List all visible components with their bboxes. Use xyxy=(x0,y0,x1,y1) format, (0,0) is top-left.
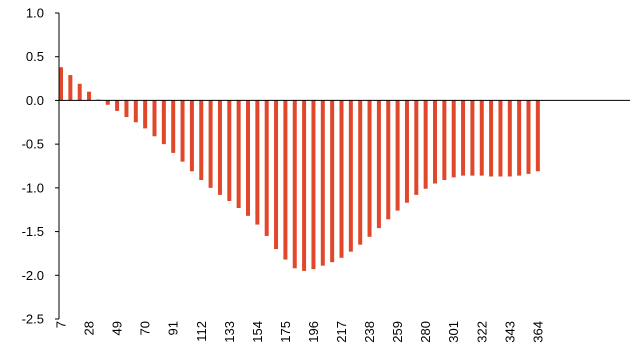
bar xyxy=(105,100,110,105)
bar xyxy=(189,100,194,172)
x-tick-label: 238 xyxy=(362,321,377,343)
bar xyxy=(180,100,185,162)
bar xyxy=(161,100,166,145)
bar xyxy=(526,100,531,174)
bar xyxy=(376,100,381,229)
x-tick-label: 259 xyxy=(390,321,405,343)
bar xyxy=(87,91,92,101)
y-tick-label: -0.5 xyxy=(22,137,44,152)
x-tick-label: 196 xyxy=(306,321,321,343)
bar xyxy=(208,100,213,188)
x-tick-label: 133 xyxy=(222,321,237,343)
x-tick-label: 364 xyxy=(530,321,545,343)
bar xyxy=(498,100,503,177)
bar xyxy=(217,100,222,195)
bar xyxy=(199,100,204,180)
bar xyxy=(479,100,484,176)
y-tick-label: -2.5 xyxy=(22,312,44,327)
x-tick-label: 28 xyxy=(82,321,97,335)
x-tick-label: 322 xyxy=(474,321,489,343)
bar xyxy=(507,100,512,177)
x-tick-label: 175 xyxy=(278,321,293,343)
bar xyxy=(535,100,540,172)
bar xyxy=(311,100,316,270)
y-tick-label: -2.0 xyxy=(22,268,44,283)
bar xyxy=(274,100,279,250)
bar xyxy=(358,100,363,245)
bar xyxy=(133,100,138,123)
bar xyxy=(302,100,307,271)
bar xyxy=(330,100,335,263)
x-tick-label: 91 xyxy=(166,321,181,335)
bars xyxy=(59,67,540,271)
y-tick-label: 0.0 xyxy=(26,93,44,108)
bar xyxy=(395,100,400,211)
bar xyxy=(433,100,437,184)
bar xyxy=(517,100,522,176)
bar xyxy=(246,100,250,216)
bar xyxy=(255,100,260,225)
x-tick-label: 112 xyxy=(194,321,209,342)
x-tick-label: 301 xyxy=(446,321,461,343)
bar xyxy=(152,100,157,137)
x-tick-label: 154 xyxy=(250,321,265,343)
bar xyxy=(414,100,419,195)
y-tick-label: -1.0 xyxy=(22,180,44,195)
bar xyxy=(461,100,466,176)
bar xyxy=(489,100,494,177)
bar xyxy=(115,100,120,111)
bar xyxy=(348,100,353,252)
x-tick-label: 7 xyxy=(54,321,69,328)
bar xyxy=(59,67,63,101)
x-tick-label: 343 xyxy=(502,321,517,343)
bar xyxy=(77,83,82,101)
bar xyxy=(404,100,409,203)
bar xyxy=(236,100,241,208)
x-tick-label: 280 xyxy=(418,321,433,343)
bar xyxy=(68,75,73,101)
bar xyxy=(367,100,372,237)
bar xyxy=(171,100,176,153)
y-tick-label: 0.5 xyxy=(26,49,44,64)
bar xyxy=(470,100,475,176)
bar xyxy=(386,100,391,220)
bar xyxy=(451,100,456,178)
bar xyxy=(292,100,297,269)
bar xyxy=(320,100,325,266)
bar xyxy=(124,100,129,118)
bar xyxy=(283,100,288,260)
x-tick-label: 217 xyxy=(334,321,349,343)
bar xyxy=(264,100,269,236)
y-tick-label: -1.5 xyxy=(22,224,44,239)
x-tick-label: 70 xyxy=(138,321,153,335)
y-tick-label: 1.0 xyxy=(26,6,44,21)
bar xyxy=(442,100,447,180)
bar xyxy=(339,100,344,258)
bar xyxy=(227,100,232,201)
bar xyxy=(423,100,428,189)
x-tick-label: 49 xyxy=(110,321,125,335)
bar xyxy=(143,100,148,129)
